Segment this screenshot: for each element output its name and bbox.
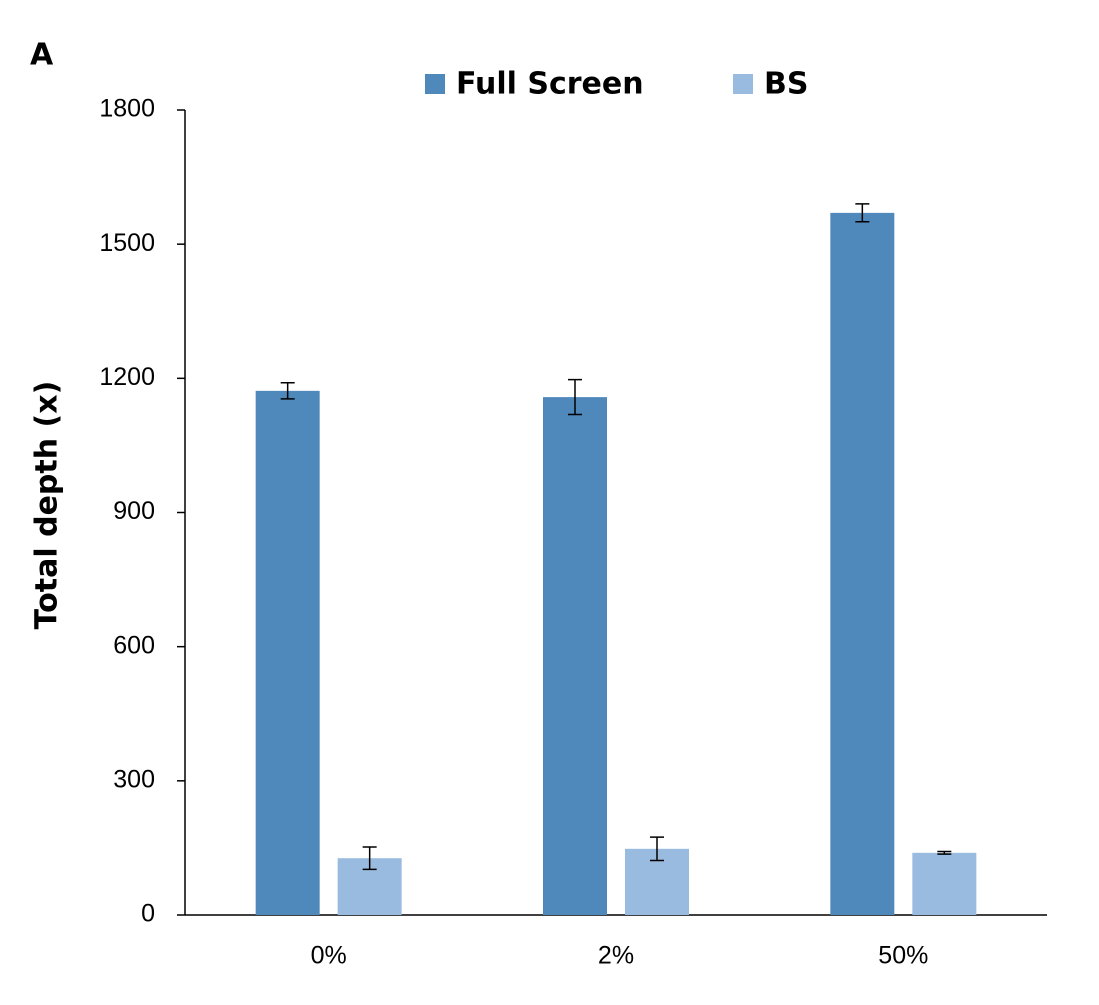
- y-tick-label: 900: [113, 497, 155, 525]
- bar: [543, 397, 607, 915]
- legend-label: Full Screen: [456, 67, 644, 102]
- legend-swatch: [425, 74, 445, 94]
- error-bar: [280, 382, 295, 400]
- error-bar: [937, 850, 952, 855]
- legend-swatch: [733, 74, 753, 94]
- y-tick-label: 300: [113, 765, 155, 793]
- x-tick-label: 50%: [878, 942, 928, 970]
- x-tick-label: 0%: [311, 942, 347, 970]
- y-tick-label: 600: [113, 631, 155, 659]
- error-bar: [855, 203, 870, 223]
- y-axis-label: Total depth (x): [30, 381, 65, 630]
- x-tick-label: 2%: [598, 942, 634, 970]
- error-bar: [568, 378, 582, 416]
- panel-label: A: [30, 38, 54, 73]
- bar: [912, 852, 977, 915]
- y-tick-label: 1200: [99, 363, 155, 391]
- y-tick-label: 0: [141, 900, 155, 928]
- y-tick-label: 1500: [99, 229, 155, 257]
- y-tick-label: 1800: [99, 95, 155, 123]
- bar: [830, 212, 895, 916]
- bar: [255, 390, 320, 915]
- error-bar: [362, 846, 377, 871]
- legend-label: BS: [764, 67, 808, 102]
- error-bar: [650, 836, 664, 862]
